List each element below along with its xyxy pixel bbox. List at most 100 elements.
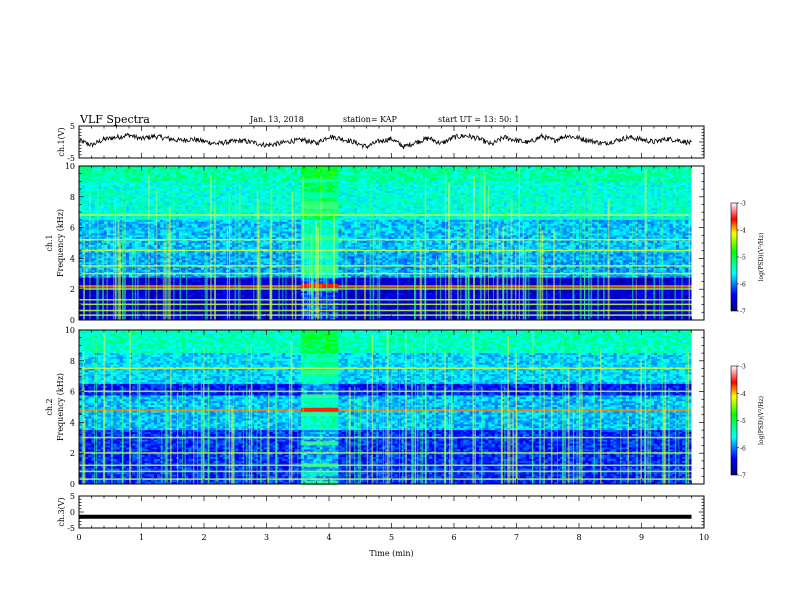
spheric-line [573,226,574,320]
spheric-line [511,199,513,320]
spheric-line [257,191,258,320]
spheric-line [156,189,157,320]
event-strong-band [301,284,339,288]
spheric-line [465,183,467,320]
band-line [79,310,692,312]
y-axis-label: Frequency (kHz) [56,373,65,441]
colorbar-tick-label: -4 [740,391,746,398]
y-tick-label: 8 [70,357,75,366]
spheric-line [289,378,290,484]
spheric-line [377,367,378,484]
spheric-line [253,257,254,320]
x-tick-label: 1 [139,533,144,542]
y-tick-label: 6 [70,224,75,233]
spheric-line [96,247,97,320]
ch1-waveform-line [79,134,692,150]
event-strong-band [301,408,339,412]
spheric-line [111,364,113,484]
spheric-line [688,352,689,484]
spheric-line [107,221,108,320]
spheric-line [102,238,104,320]
event-band [301,472,339,476]
x-tick-label: 9 [639,533,644,542]
spheric-line [645,170,647,320]
x-tick-label: 2 [201,533,206,542]
spheric-line [124,201,126,320]
spheric-line [597,194,598,320]
y-tick-label: 0 [70,480,75,489]
vlf-figure: 5-5ch.1(V)0246810ch.1 Frequency (kHz)0246… [0,0,792,612]
spheric-line [385,364,386,484]
spheric-line [326,244,327,320]
spheric-line [115,250,117,320]
spheric-line [309,255,310,320]
spheric-line [425,367,426,484]
spheric-line [96,338,97,484]
spheric-line [662,353,663,484]
x-tick-label: 6 [451,533,456,542]
spheric-line [686,346,688,484]
spheric-line [588,179,590,320]
spheric-line [278,190,279,320]
spheric-line [164,242,165,320]
spheric-line [542,231,544,320]
spheric-line [573,412,574,484]
spheric-line [389,421,390,484]
y-axis-label: ch.1 [45,234,54,251]
spheric-line [165,371,167,484]
spheric-line [168,224,169,320]
spheric-line [412,409,414,484]
spheric-line [501,392,503,484]
spheric-line [674,185,675,320]
spheric-line [251,344,252,484]
spheric-line [497,225,499,320]
spheric-line [445,172,446,320]
ch2-spectrogram-panel [79,330,704,485]
ch1-spectrogram-panel [79,166,704,320]
spheric-line [372,207,374,320]
spheric-line [460,187,461,320]
event-band [301,357,339,361]
spheric-line [145,235,146,320]
spheric-line [291,342,293,484]
spheric-line [551,380,553,484]
spheric-line [678,411,679,484]
spheric-line [468,215,469,320]
spheric-line [449,405,450,484]
spheric-line [173,176,174,320]
spheric-line [135,237,136,320]
colorbar-tick-label: -3 [740,201,746,208]
spheric-line [170,371,172,484]
spheric-line [451,346,453,484]
band-line [79,239,692,241]
spheric-line [260,418,262,484]
spheric-line [303,177,305,320]
spheric-line [391,372,393,484]
spheric-line [184,387,185,484]
spheric-line [378,222,380,320]
spheric-line [590,167,592,320]
spheric-line [422,375,424,484]
spheric-line [238,202,239,320]
x-axis-label: Time (min) [369,549,413,558]
spheric-line [225,353,227,484]
y-tick-label: 10 [65,326,75,335]
spheric-line [560,182,561,320]
event-band [301,370,339,374]
x-tick-label: 4 [326,533,331,542]
spheric-line [354,386,355,484]
event-band [301,240,339,244]
x-tick-label: 3 [264,533,269,542]
spheric-line [166,214,168,320]
spheric-line [539,356,541,484]
spheric-line [259,204,260,320]
spheric-line [659,224,660,320]
spheric-line [186,232,187,320]
y-axis-label: Frequency (kHz) [56,209,65,277]
y-tick-label: 2 [70,285,75,294]
spheric-line [653,235,655,320]
colorbar-tick-label: -3 [740,364,746,371]
spheric-line [565,380,566,484]
spheric-line [662,178,663,320]
spheric-line [515,246,516,320]
